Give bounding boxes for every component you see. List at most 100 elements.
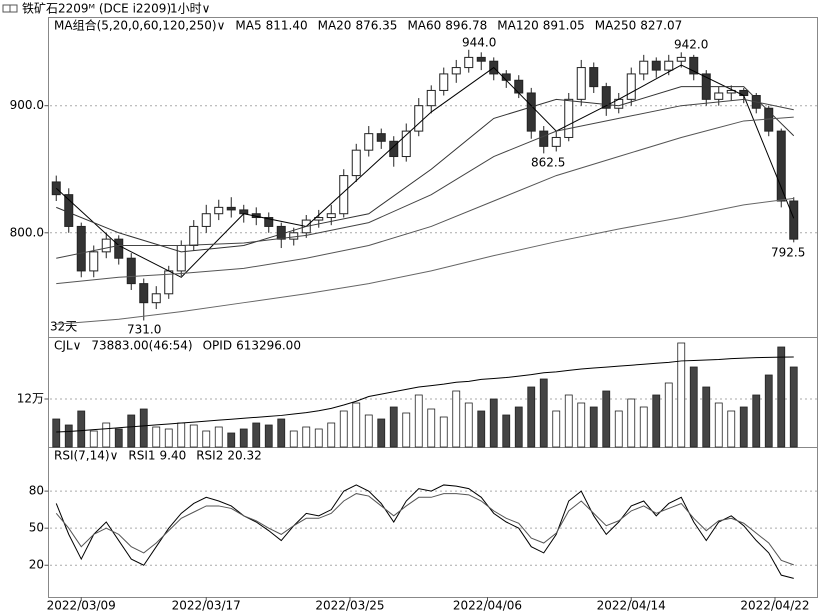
panel-title[interactable]: RSI(7,14)∨ bbox=[54, 449, 118, 463]
candle-body bbox=[689, 56, 699, 75]
volume-bar bbox=[477, 410, 486, 448]
y-tick-label: 900.0 bbox=[10, 98, 44, 112]
series-line bbox=[55, 64, 795, 278]
candle-body bbox=[76, 225, 86, 272]
legend-value: 9.40 bbox=[160, 449, 187, 463]
volume-bar bbox=[414, 394, 423, 448]
volume-bar bbox=[439, 416, 448, 448]
volume-bar bbox=[464, 402, 473, 448]
series-line bbox=[56, 98, 794, 259]
legend-name: RSI1 bbox=[128, 449, 155, 463]
volume-bar bbox=[739, 406, 748, 448]
legend-value: 811.40 bbox=[266, 19, 308, 33]
candle-body bbox=[339, 175, 349, 215]
candle-body bbox=[789, 200, 799, 240]
volume-bar bbox=[427, 408, 436, 448]
candle-body bbox=[189, 225, 199, 246]
candle-body bbox=[426, 89, 436, 107]
symbol-title[interactable]: 铁矿石2209ᴹ (DCE i2209) bbox=[22, 2, 171, 16]
days-label: 32天 bbox=[50, 320, 77, 334]
candle-body bbox=[226, 206, 236, 211]
candle-body bbox=[739, 89, 749, 97]
candle-body bbox=[389, 140, 399, 158]
legend-name: MA20 bbox=[318, 19, 352, 33]
candle-body bbox=[176, 244, 186, 272]
volume-bar bbox=[639, 406, 648, 448]
candle-body bbox=[414, 105, 424, 132]
volume-bar bbox=[327, 422, 336, 448]
volume-bar bbox=[377, 418, 386, 448]
candle-body bbox=[126, 257, 136, 285]
candle-body bbox=[139, 283, 149, 304]
x-tick-label: 2022/03/09 bbox=[47, 599, 116, 613]
legend-name: MA120 bbox=[497, 19, 538, 33]
volume-bar bbox=[589, 406, 598, 448]
legend-name: OPID bbox=[203, 339, 232, 353]
candle-body bbox=[114, 238, 124, 259]
volume-bar bbox=[602, 390, 611, 448]
volume-bar bbox=[102, 422, 111, 448]
volume-bar bbox=[52, 418, 61, 448]
volume-bar bbox=[714, 402, 723, 448]
volume-bar bbox=[689, 366, 698, 448]
volume-bar bbox=[139, 408, 148, 448]
volume-bar bbox=[702, 386, 711, 448]
volume-bar bbox=[664, 382, 673, 448]
candle-body bbox=[551, 136, 561, 147]
volume-bar bbox=[364, 414, 373, 448]
candle-body bbox=[439, 73, 449, 91]
candle-body bbox=[289, 232, 299, 240]
candle-body bbox=[351, 149, 361, 177]
candle-body bbox=[401, 130, 411, 158]
candle-body bbox=[676, 56, 686, 62]
high-label: 942.0 bbox=[674, 38, 708, 52]
volume-bar bbox=[527, 386, 536, 448]
candle-body bbox=[564, 98, 574, 138]
volume-bar bbox=[764, 374, 773, 448]
volume-bar bbox=[627, 398, 636, 448]
y-tick-label: 50 bbox=[29, 521, 44, 535]
y-tick-label: 12万 bbox=[17, 392, 44, 406]
volume-bar bbox=[489, 398, 498, 448]
volume-bar bbox=[652, 394, 661, 448]
series-line bbox=[55, 493, 794, 566]
volume-bar bbox=[264, 424, 273, 448]
legend-name: MA60 bbox=[407, 19, 441, 33]
volume-bar bbox=[564, 394, 573, 448]
header: 铁矿石2209ᴹ (DCE i2209) 1小时∨ bbox=[2, 2, 210, 16]
volume-bar bbox=[177, 422, 186, 448]
low-label: 792.5 bbox=[771, 246, 805, 260]
x-tick-label: 2022/04/06 bbox=[453, 599, 522, 613]
low-label: 862.5 bbox=[531, 156, 565, 170]
series-line bbox=[56, 116, 794, 285]
volume-bar bbox=[214, 426, 223, 448]
candle-body bbox=[714, 92, 724, 100]
volume-bar bbox=[789, 366, 798, 448]
panel-title[interactable]: CJL∨ bbox=[54, 339, 81, 353]
y-tick-label: 20 bbox=[29, 558, 44, 572]
candle-body bbox=[589, 67, 599, 88]
volume-bar bbox=[152, 426, 161, 448]
volume-bar bbox=[402, 412, 411, 448]
candle-body bbox=[576, 67, 586, 100]
series-line bbox=[56, 356, 794, 433]
volume-bar bbox=[89, 430, 98, 448]
volume-bar bbox=[389, 406, 398, 448]
candle-body bbox=[451, 67, 461, 75]
volume-bar bbox=[277, 418, 286, 448]
y-tick-label: 80 bbox=[29, 484, 44, 498]
volume-bar bbox=[352, 402, 361, 448]
candle-body bbox=[601, 86, 611, 109]
x-tick-label: 2022/03/17 bbox=[172, 599, 241, 613]
volume-bar bbox=[227, 432, 236, 448]
candle-body bbox=[526, 92, 536, 132]
volume-bar bbox=[314, 428, 323, 448]
period-selector[interactable]: 1小时∨ bbox=[170, 2, 210, 16]
volume-bar bbox=[339, 410, 348, 448]
volume-bar bbox=[302, 426, 311, 448]
volume-bar bbox=[114, 428, 123, 448]
volume-bar bbox=[239, 428, 248, 448]
panel-title[interactable]: MA组合(5,20,0,60,120,250)∨ bbox=[54, 18, 225, 33]
candle-body bbox=[201, 213, 211, 227]
